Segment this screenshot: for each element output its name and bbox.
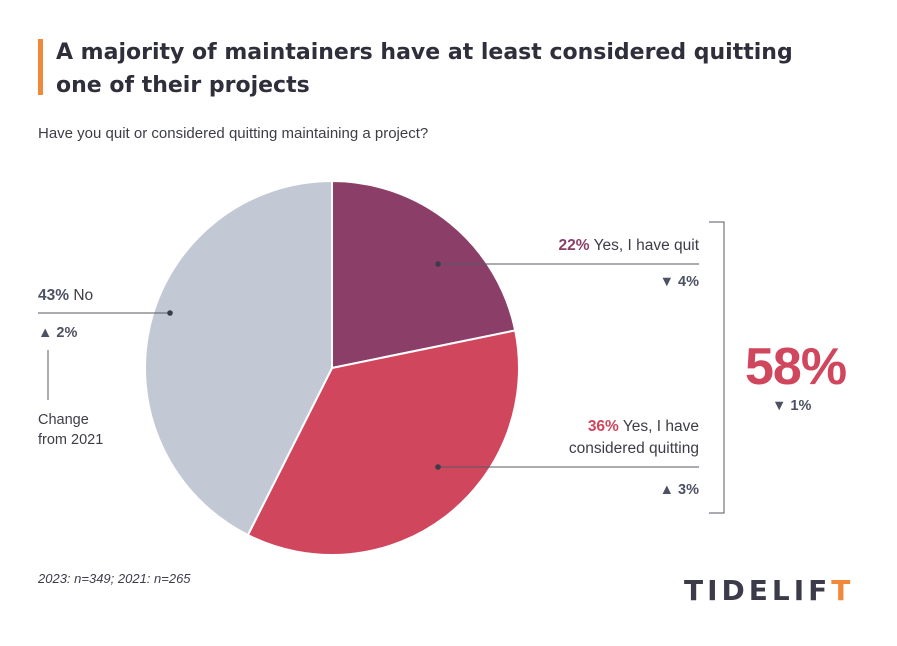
up-triangle-icon: ▲ <box>659 482 674 498</box>
slice-pct-considered: 36% <box>587 418 619 435</box>
slice-text-considered-line1: Yes, I have <box>622 418 699 435</box>
chart-title: A majority of maintainers have at least … <box>56 40 793 98</box>
slice-text-no: No <box>73 287 94 304</box>
down-triangle-icon: ▼ <box>659 274 674 290</box>
total-yes-value: 58% <box>745 338 847 396</box>
leader-dot-considered <box>435 464 441 470</box>
slice-pct-quit: 22% <box>558 237 590 254</box>
slice-label-no: 43% No <box>38 287 93 305</box>
change-quit: ▼ 4% <box>659 274 699 290</box>
pie-slice-quit <box>331 179 517 370</box>
slice-text-quit: Yes, I have quit <box>593 237 699 254</box>
leader-lines <box>38 221 725 514</box>
slice-label-considered: 36% Yes, I have considered quitting <box>569 416 699 460</box>
down-triangle-icon: ▼ <box>772 398 787 414</box>
pie-slice-no <box>144 179 333 537</box>
change-annotation: Change from 2021 <box>38 412 104 448</box>
title-accent-bar <box>38 39 43 95</box>
change-total: ▼ 1% <box>772 398 812 414</box>
leader-dot-no <box>167 310 173 316</box>
tidelift-logo: TIDELIFT <box>684 574 855 607</box>
total-bracket <box>709 221 725 514</box>
slice-label-quit: 22% Yes, I have quit <box>559 237 699 255</box>
slice-pct-no: 43% <box>38 287 70 304</box>
sample-size-footnote: 2023: n=349; 2021: n=265 <box>38 571 191 586</box>
leader-dot-quit <box>435 261 441 267</box>
slice-text-considered-line2: considered quitting <box>568 440 699 457</box>
pie-slice-considered <box>246 329 520 556</box>
change-considered: ▲ 3% <box>659 482 699 498</box>
chart-subtitle: Have you quit or considered quitting mai… <box>38 125 429 142</box>
change-no: ▲ 2% <box>38 325 78 341</box>
up-triangle-icon: ▲ <box>38 325 53 341</box>
